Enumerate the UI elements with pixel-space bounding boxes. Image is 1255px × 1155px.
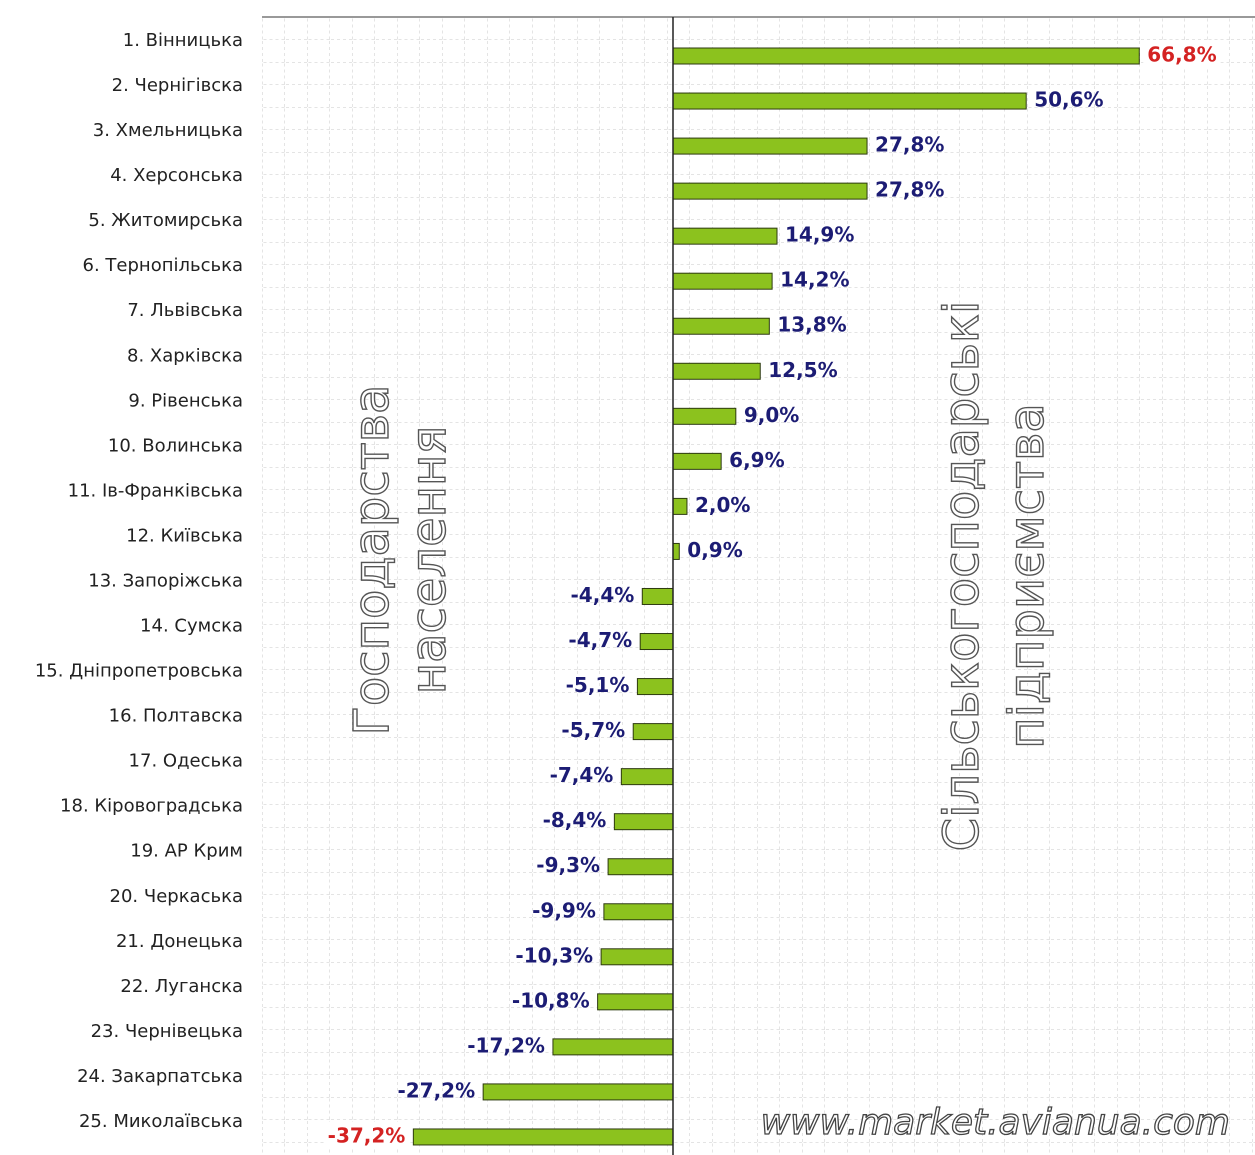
value-label: -5,7%	[561, 718, 625, 742]
bar	[672, 227, 778, 245]
bar	[672, 92, 1027, 110]
value-label: 2,0%	[695, 493, 750, 517]
bar	[552, 1038, 674, 1056]
annotation: підприємства	[999, 403, 1055, 749]
value-label: 6,9%	[729, 448, 784, 472]
value-label: -9,9%	[532, 898, 596, 922]
bar	[672, 542, 680, 560]
value-label: 14,2%	[780, 268, 849, 292]
value-label: -9,3%	[536, 853, 600, 877]
bar	[672, 362, 761, 380]
bar	[672, 182, 868, 200]
category-label: 5. Житомирська	[88, 210, 243, 231]
bar	[597, 993, 674, 1011]
category-label: 14. Сумска	[140, 616, 243, 637]
value-label-background	[1143, 40, 1221, 69]
category-label: 22. Луганска	[120, 976, 243, 997]
value-label: -5,1%	[566, 673, 630, 697]
annotation: населення	[401, 426, 457, 695]
bar	[639, 633, 674, 651]
bar	[672, 47, 1140, 65]
grid-background	[262, 17, 1255, 1155]
bar	[412, 1128, 674, 1146]
value-label: -27,2%	[397, 1078, 475, 1102]
category-label: 13. Запоріжська	[88, 570, 243, 591]
category-label: 18. Кіровоградська	[60, 796, 243, 817]
category-label: 20. Черкаська	[110, 886, 244, 907]
bar	[672, 272, 773, 290]
value-label: -4,4%	[571, 583, 635, 607]
bar	[482, 1083, 674, 1101]
category-label: 15. Дніпропетровська	[35, 661, 243, 682]
annotation: Сільськогосподарські	[934, 301, 990, 852]
category-label: 19. АР Крим	[130, 841, 243, 862]
category-label: 6. Тернопільська	[83, 255, 243, 276]
category-label: 11. Ів-Франківська	[68, 480, 243, 501]
bar	[641, 587, 674, 605]
watermark: www.market.avianua.com	[761, 1102, 1230, 1143]
bar	[672, 497, 688, 515]
value-label: 27,8%	[875, 178, 944, 202]
value-label: 50,6%	[1034, 88, 1103, 112]
category-label: 7. Львівська	[127, 300, 243, 321]
value-label: 27,8%	[875, 133, 944, 157]
category-label: 12. Київська	[126, 525, 243, 546]
bar	[632, 723, 674, 741]
value-label: 12,5%	[768, 358, 837, 382]
bar	[603, 903, 674, 921]
category-label: 23. Чернівецька	[91, 1021, 243, 1042]
category-label: 9. Рівенська	[128, 390, 243, 411]
value-label: -10,8%	[512, 988, 590, 1012]
value-label: 66,8%	[1147, 43, 1216, 67]
value-label: 14,9%	[785, 223, 854, 247]
value-label: -4,7%	[568, 628, 632, 652]
category-label: 10. Волинська	[108, 435, 243, 456]
bar	[672, 317, 770, 335]
value-label: -17,2%	[467, 1033, 545, 1057]
category-label: 17. Одеська	[129, 751, 243, 772]
value-label: -10,3%	[515, 943, 593, 967]
bar	[613, 813, 674, 831]
bar	[636, 678, 674, 696]
category-label: 1. Вінницька	[123, 30, 243, 51]
bar	[672, 452, 722, 470]
category-label: 2. Чернігівска	[112, 75, 243, 96]
value-label: -8,4%	[543, 808, 607, 832]
bar	[672, 407, 737, 425]
bar	[672, 137, 868, 155]
bar	[607, 858, 674, 876]
value-label: 0,9%	[687, 538, 742, 562]
category-label: 8. Харківска	[127, 345, 243, 366]
bar	[620, 768, 674, 786]
bar	[600, 948, 674, 966]
annotation: Господарства	[344, 385, 400, 736]
value-label: -7,4%	[550, 763, 614, 787]
value-label: -37,2%	[328, 1123, 406, 1147]
value-label: 9,0%	[744, 403, 799, 427]
value-label-background	[323, 1121, 410, 1150]
category-label: 21. Донецька	[116, 931, 243, 952]
category-label: 25. Миколаївська	[79, 1111, 243, 1132]
bars: 1. Вінницька 66,8% 2. Чернігівска 50,6% 3. Х…	[35, 30, 1221, 1150]
category-label: 3. Хмельницька	[93, 120, 243, 141]
category-label: 24. Закарпатська	[77, 1066, 243, 1087]
value-label: 13,8%	[777, 313, 846, 337]
category-label: 16. Полтавска	[109, 706, 243, 727]
category-label: 4. Херсонська	[110, 165, 243, 186]
